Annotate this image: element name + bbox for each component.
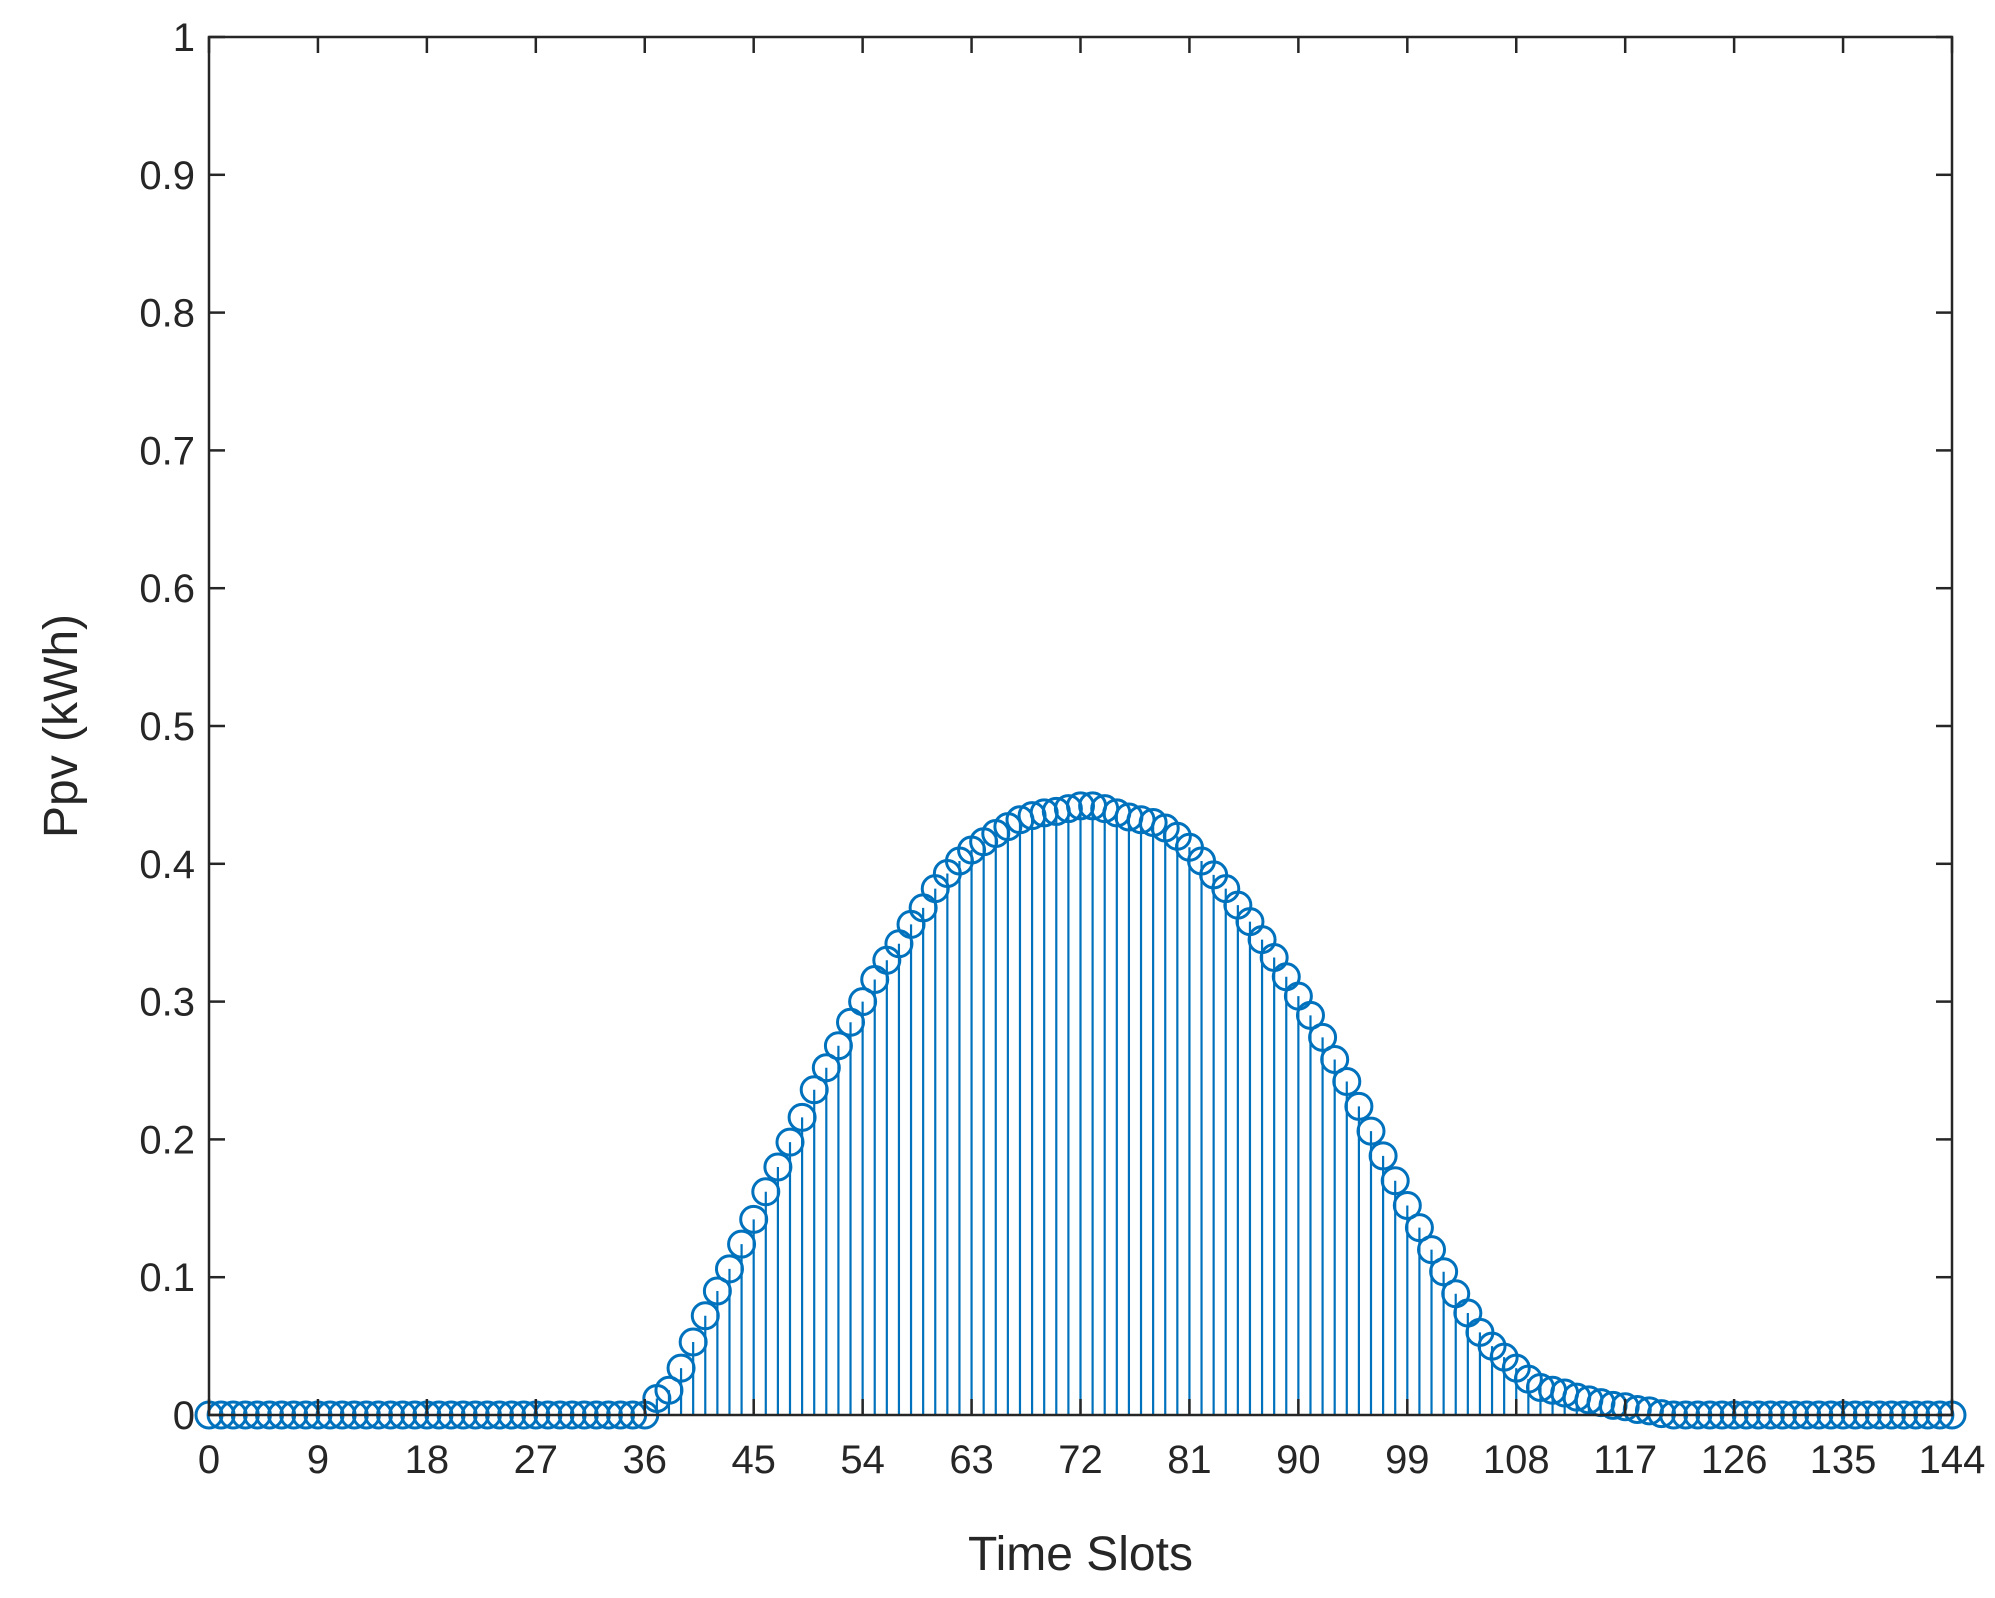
y-tick-label: 0.5 xyxy=(139,705,195,749)
stem-marker xyxy=(1308,1022,1338,1052)
stem-marker xyxy=(751,1177,781,1207)
y-tick-label: 0.9 xyxy=(139,154,195,198)
x-axis-label: Time Slots xyxy=(968,1528,1193,1581)
x-tick-label: 63 xyxy=(949,1438,994,1482)
stem-marker xyxy=(678,1327,708,1357)
y-tick-label: 0.7 xyxy=(139,429,195,473)
x-tick-label: 9 xyxy=(307,1438,329,1482)
stem-marker xyxy=(823,1031,853,1061)
y-tick-label: 0.8 xyxy=(139,292,195,336)
stem-marker xyxy=(799,1075,829,1105)
y-tick-label: 0.3 xyxy=(139,981,195,1025)
x-tick-label: 117 xyxy=(1593,1438,1657,1482)
stem-marker xyxy=(848,987,878,1017)
x-tick-label: 126 xyxy=(1701,1438,1768,1482)
y-tick-label: 1 xyxy=(173,16,195,60)
stem-marker xyxy=(1380,1166,1410,1196)
y-tick-label: 0.4 xyxy=(139,843,195,887)
stem-marker xyxy=(654,1375,684,1405)
x-tick-label: 72 xyxy=(1058,1438,1103,1482)
axes-box xyxy=(207,35,1954,1417)
stem-marker xyxy=(739,1204,769,1234)
stem-marker xyxy=(1404,1213,1434,1243)
stem-marker xyxy=(787,1102,817,1132)
x-tick-label: 54 xyxy=(840,1438,885,1482)
stem-marker xyxy=(1417,1235,1447,1265)
y-tick-label: 0.1 xyxy=(139,1256,195,1300)
x-ticks: 0 9 18 27 36 45 54 63 72 81 90 99 108 117 126 135 144 xyxy=(198,37,1986,1482)
stem-marker xyxy=(811,1053,841,1083)
stem-marker xyxy=(666,1353,696,1383)
y-tick-label: 0 xyxy=(173,1394,195,1438)
y-tick-label: 0.2 xyxy=(139,1118,195,1162)
stem-marker xyxy=(727,1229,757,1259)
stem-marker xyxy=(714,1254,744,1284)
stem-marker xyxy=(775,1127,805,1157)
y-tick-label: 0.6 xyxy=(139,567,195,611)
x-tick-label: 135 xyxy=(1810,1438,1877,1482)
stem-marker xyxy=(690,1301,720,1331)
stem-marker xyxy=(1356,1116,1386,1146)
x-tick-label: 18 xyxy=(405,1438,450,1482)
x-tick-label: 99 xyxy=(1385,1438,1430,1482)
stem-marker xyxy=(1392,1191,1422,1221)
stem-marker xyxy=(1295,1000,1325,1030)
x-tick-label: 0 xyxy=(198,1438,220,1482)
stem-marker xyxy=(763,1152,793,1182)
x-tick-label: 27 xyxy=(514,1438,559,1482)
stem-marker xyxy=(1368,1141,1398,1171)
stem-marker xyxy=(702,1276,732,1306)
x-tick-label: 45 xyxy=(731,1438,776,1482)
stem-marker xyxy=(1332,1067,1362,1097)
stems-group xyxy=(655,805,1663,1415)
stem-marker xyxy=(1429,1257,1459,1287)
x-tick-label: 144 xyxy=(1919,1438,1986,1482)
y-axis-label: Ppv (kWh) xyxy=(35,614,88,838)
stem-marker xyxy=(1320,1044,1350,1074)
x-tick-label: 36 xyxy=(623,1438,668,1482)
x-tick-label: 81 xyxy=(1167,1438,1212,1482)
stem-marker xyxy=(1344,1091,1374,1121)
x-tick-label: 90 xyxy=(1276,1438,1321,1482)
stem-marker xyxy=(1647,1399,1676,1429)
x-tick-label: 108 xyxy=(1483,1438,1550,1482)
